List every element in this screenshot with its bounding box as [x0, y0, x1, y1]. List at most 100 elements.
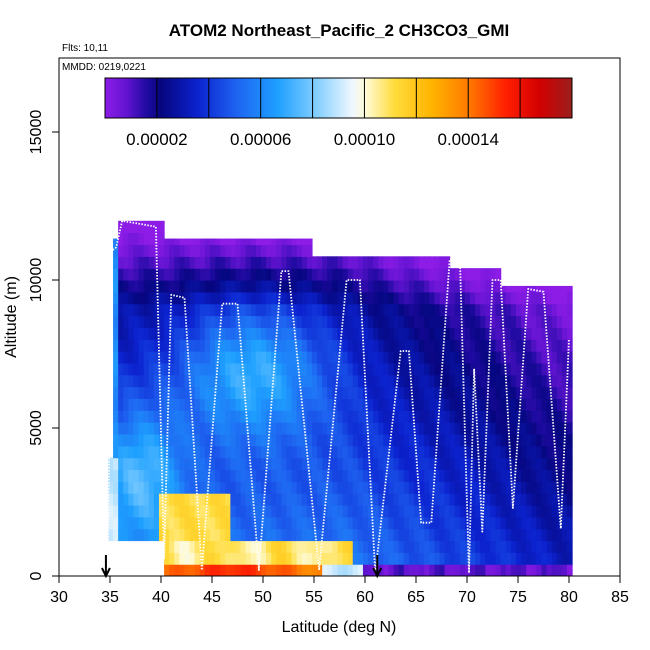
- heatmap-cell: [454, 493, 461, 506]
- heatmap-cell: [204, 303, 211, 317]
- heatmap-cell: [546, 398, 553, 411]
- heatmap-cell: [271, 339, 277, 352]
- heatmap-cell: [322, 398, 328, 411]
- heatmap-cell: [291, 374, 298, 388]
- heatmap-cell: [480, 481, 486, 494]
- heatmap-cell: [485, 528, 492, 542]
- heatmap-cell: [158, 232, 165, 246]
- heatmap-cell: [311, 457, 318, 471]
- heatmap-cell: [128, 315, 135, 328]
- heatmap-cell: [398, 327, 405, 340]
- heatmap-cell: [541, 469, 548, 482]
- heatmap-cell: [526, 504, 532, 518]
- heatmap-cell: [541, 285, 548, 293]
- heatmap-cell: [123, 291, 129, 305]
- heatmap-cell: [230, 469, 237, 482]
- heatmap-cell: [362, 374, 369, 388]
- heatmap-cell: [164, 493, 170, 506]
- heatmap-cell: [148, 220, 155, 234]
- heatmap-cell: [454, 422, 461, 435]
- heatmap-cell: [485, 457, 492, 471]
- heatmap-cell: [296, 481, 303, 494]
- heatmap-cell: [255, 238, 262, 246]
- heatmap-cell: [439, 398, 446, 411]
- heatmap-cell: [439, 315, 446, 328]
- heatmap-cell: [199, 552, 206, 565]
- heatmap-cell: [286, 291, 293, 305]
- heatmap-cell: [240, 457, 247, 471]
- heatmap-cell: [378, 362, 384, 376]
- heatmap-cell: [184, 238, 191, 246]
- heatmap-cell: [398, 268, 405, 281]
- heatmap-cell: [383, 374, 390, 388]
- heatmap-cell: [133, 398, 140, 411]
- heatmap-cell: [322, 327, 328, 340]
- heatmap-cell: [271, 244, 277, 257]
- heatmap-cell: [439, 540, 446, 553]
- heatmap-cell: [383, 303, 390, 317]
- heatmap-cell: [475, 386, 481, 399]
- heatmap-cell: [373, 327, 379, 340]
- heatmap-cell: [515, 303, 522, 317]
- heatmap-cell: [322, 433, 328, 447]
- heatmap-cell: [133, 303, 140, 317]
- heatmap-cell: [566, 422, 573, 435]
- heatmap-cell: [413, 493, 420, 506]
- heatmap-cell: [439, 374, 446, 388]
- heatmap-cell: [408, 291, 415, 305]
- heatmap-cell: [235, 469, 242, 482]
- heatmap-cell: [515, 315, 522, 328]
- heatmap-cell: [266, 280, 272, 293]
- heatmap-cell: [413, 303, 420, 317]
- heatmap-cell: [204, 339, 211, 352]
- heatmap-cell: [378, 433, 384, 447]
- heatmap-cell: [209, 433, 216, 447]
- heatmap-cell: [306, 303, 313, 317]
- heatmap-cell: [429, 339, 435, 352]
- heatmap-cell: [352, 303, 359, 317]
- heatmap-cell: [306, 291, 313, 305]
- colorbar-tick-label: 0.00010: [334, 130, 395, 149]
- heatmap-cell: [209, 564, 216, 576]
- heatmap-cell: [347, 410, 354, 423]
- heatmap-cell: [225, 457, 231, 471]
- heatmap-cell: [332, 564, 339, 576]
- heatmap-cell: [311, 303, 318, 317]
- heatmap-cell: [424, 291, 430, 305]
- x-tick-label: 60: [356, 589, 374, 606]
- heatmap-cell: [362, 433, 369, 447]
- heatmap-cell: [179, 469, 186, 482]
- heatmap-cell: [470, 303, 476, 317]
- heatmap-cell: [419, 540, 425, 553]
- heatmap-cell: [276, 244, 282, 257]
- heatmap-cell: [235, 398, 242, 411]
- heatmap-cell: [250, 564, 257, 576]
- heatmap-cell: [408, 410, 415, 423]
- heatmap-cell: [424, 564, 430, 576]
- heatmap-cell: [383, 493, 390, 506]
- heatmap-cell: [464, 457, 471, 471]
- heatmap-cell: [235, 457, 242, 471]
- heatmap-cell: [475, 315, 481, 328]
- heatmap-cell: [296, 398, 303, 411]
- heatmap-cell: [347, 280, 354, 293]
- heatmap-cell: [327, 433, 333, 447]
- heatmap-cell: [551, 457, 558, 471]
- heatmap-cell: [388, 315, 395, 328]
- heatmap-cell: [240, 552, 247, 565]
- heatmap-cell: [495, 564, 502, 576]
- heatmap-cell: [362, 339, 369, 352]
- heatmap-cell: [408, 540, 415, 553]
- heatmap-cell: [332, 516, 339, 530]
- heatmap-cell: [464, 469, 471, 482]
- heatmap-cell: [403, 256, 410, 269]
- heatmap-cell: [169, 410, 175, 423]
- heatmap-cell: [413, 362, 420, 376]
- heatmap-cell: [311, 327, 318, 340]
- heatmap-cell: [490, 327, 497, 340]
- heatmap-cell: [480, 410, 486, 423]
- heatmap-cell: [281, 410, 288, 423]
- heatmap-cell: [546, 351, 553, 364]
- heatmap-cell: [296, 386, 303, 399]
- heatmap-cell: [184, 280, 191, 293]
